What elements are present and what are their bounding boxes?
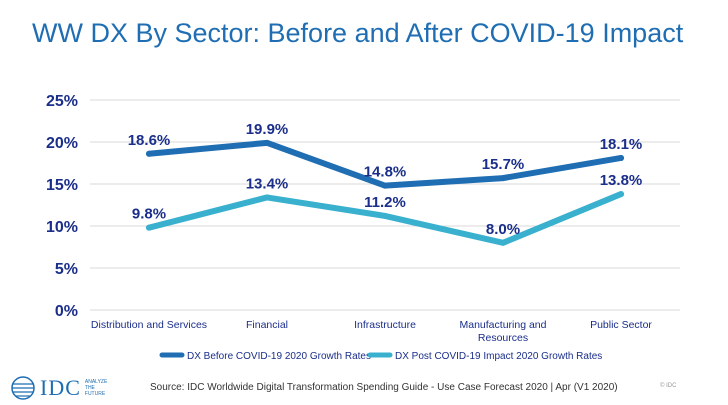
x-tick-label: Public Sector bbox=[590, 319, 652, 331]
y-tick-label: 0% bbox=[55, 303, 78, 320]
data-point bbox=[146, 150, 152, 157]
data-label: 13.4% bbox=[246, 175, 289, 192]
x-tick-label: Distribution and Services bbox=[91, 319, 207, 331]
x-tick-label: Manufacturing and Resources bbox=[460, 319, 547, 344]
data-label: 14.8% bbox=[364, 164, 407, 181]
data-point bbox=[264, 194, 270, 201]
chart-title: WW DX By Sector: Before and After COVID-… bbox=[32, 18, 684, 48]
series-lines bbox=[146, 139, 624, 246]
data-label: 19.9% bbox=[246, 121, 289, 138]
data-point bbox=[500, 239, 506, 246]
logo-text: IDC bbox=[40, 375, 81, 400]
y-tick-label: 20% bbox=[46, 135, 78, 152]
y-tick-label: 10% bbox=[46, 219, 78, 236]
legend: DX Before COVID-19 2020 Growth Rates DX P… bbox=[159, 351, 602, 362]
data-label: 18.6% bbox=[128, 132, 171, 149]
data-label: 15.7% bbox=[482, 156, 525, 173]
y-tick-label: 25% bbox=[46, 93, 78, 110]
data-labels: 18.6% 19.9% 14.8% 15.7% 18.1% 9.8% 13.4% 11.2% 8… bbox=[128, 121, 643, 238]
copyright: © IDC bbox=[660, 383, 677, 389]
data-point bbox=[500, 175, 506, 182]
data-point bbox=[382, 182, 388, 189]
x-tick-label: Financial bbox=[246, 319, 288, 331]
logo-tagline: ANALYZE THE FUTURE bbox=[84, 379, 108, 397]
y-tick-label: 15% bbox=[46, 177, 78, 194]
data-label: 9.8% bbox=[132, 206, 166, 223]
data-point bbox=[264, 139, 270, 146]
line-chart: 0% 5% 10% 15% 20% 25% Distribution and Servic… bbox=[46, 93, 680, 362]
data-point bbox=[618, 191, 624, 198]
data-label: 13.8% bbox=[600, 172, 643, 189]
data-point bbox=[382, 212, 388, 219]
x-tick-label: Infrastructure bbox=[354, 319, 416, 331]
y-axis-labels: 0% 5% 10% 15% 20% 25% bbox=[46, 93, 78, 320]
legend-label: DX Before COVID-19 2020 Growth Rates bbox=[187, 351, 371, 362]
y-tick-label: 5% bbox=[55, 261, 78, 278]
source-note: Source: IDC Worldwide Digital Transforma… bbox=[150, 382, 618, 393]
idc-logo: IDC ANALYZE THE FUTURE bbox=[10, 374, 115, 402]
footer: IDC ANALYZE THE FUTURE Source: IDC World… bbox=[0, 370, 728, 405]
data-label: 11.2% bbox=[364, 194, 406, 211]
legend-label: DX Post COVID-19 Impact 2020 Growth Rate… bbox=[395, 351, 602, 362]
data-label: 18.1% bbox=[600, 136, 643, 153]
data-point bbox=[146, 224, 152, 231]
data-label: 8.0% bbox=[486, 221, 520, 238]
x-axis-labels: Distribution and Services Financial Infras… bbox=[91, 319, 652, 344]
globe-icon bbox=[11, 376, 35, 400]
data-point bbox=[618, 154, 624, 161]
